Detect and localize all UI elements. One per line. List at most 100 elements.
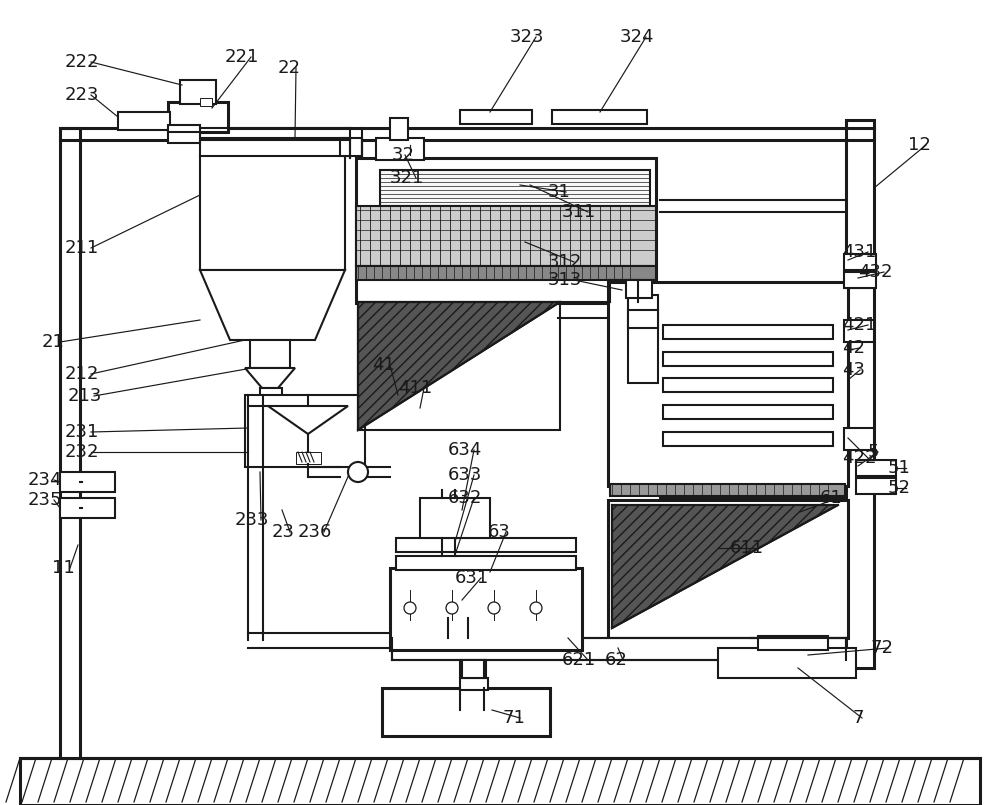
Polygon shape <box>612 505 838 628</box>
Bar <box>490 618 508 630</box>
Text: 43: 43 <box>842 361 865 379</box>
Bar <box>718 648 856 678</box>
Bar <box>376 138 424 160</box>
Text: 21: 21 <box>42 333 65 351</box>
Circle shape <box>446 602 458 614</box>
Text: 236: 236 <box>298 523 332 541</box>
Text: 221: 221 <box>225 48 259 66</box>
Bar <box>758 636 828 650</box>
Polygon shape <box>268 406 348 434</box>
Text: 324: 324 <box>620 28 654 46</box>
Polygon shape <box>358 302 560 430</box>
Bar <box>390 568 582 650</box>
Text: 432: 432 <box>858 263 893 281</box>
Text: 312: 312 <box>548 253 582 271</box>
Bar <box>200 98 212 106</box>
Bar <box>168 125 200 143</box>
Text: 71: 71 <box>502 709 525 727</box>
Circle shape <box>530 602 542 614</box>
Text: 632: 632 <box>448 489 482 507</box>
Text: 222: 222 <box>65 53 100 71</box>
Polygon shape <box>200 270 345 340</box>
Bar <box>628 295 658 383</box>
Bar <box>663 432 833 446</box>
Text: 411: 411 <box>398 379 432 397</box>
Bar <box>610 484 845 496</box>
Text: 22: 22 <box>278 59 301 77</box>
Bar <box>460 110 532 124</box>
Text: 32: 32 <box>392 146 415 164</box>
Text: 223: 223 <box>65 86 100 104</box>
Bar <box>380 170 650 206</box>
Bar <box>663 325 833 339</box>
Bar <box>856 478 896 494</box>
Bar <box>382 688 550 736</box>
Bar <box>663 352 833 366</box>
Bar <box>60 498 115 518</box>
Text: 634: 634 <box>448 441 482 459</box>
Bar <box>460 678 488 690</box>
Text: 633: 633 <box>448 466 482 484</box>
Text: 232: 232 <box>65 443 100 461</box>
Bar <box>844 428 874 450</box>
Text: 51: 51 <box>888 459 911 477</box>
Bar <box>390 118 408 140</box>
Bar <box>844 320 874 342</box>
Bar <box>396 556 576 570</box>
Polygon shape <box>245 368 295 388</box>
Bar <box>168 102 228 132</box>
Bar <box>844 272 876 288</box>
Bar <box>610 280 640 352</box>
Bar <box>200 155 345 270</box>
Text: 234: 234 <box>28 471 62 489</box>
Text: 235: 235 <box>28 491 62 509</box>
Bar <box>608 282 848 486</box>
Text: 31: 31 <box>548 183 571 201</box>
Bar <box>485 628 513 640</box>
Text: 422: 422 <box>842 449 876 467</box>
Text: 62: 62 <box>605 651 628 669</box>
Bar <box>356 206 656 266</box>
Bar <box>250 340 290 368</box>
Text: 233: 233 <box>235 511 270 529</box>
Text: 421: 421 <box>842 316 876 334</box>
Circle shape <box>404 602 416 614</box>
Bar <box>462 660 486 678</box>
Text: 631: 631 <box>455 569 489 587</box>
Bar <box>856 460 896 476</box>
Bar <box>20 758 980 805</box>
Bar <box>552 110 647 124</box>
Bar <box>296 452 321 464</box>
Text: 311: 311 <box>562 203 596 221</box>
Bar <box>420 498 490 538</box>
Bar <box>663 405 833 419</box>
Text: 42: 42 <box>842 339 865 357</box>
Bar <box>663 378 833 392</box>
Text: 213: 213 <box>68 387 102 405</box>
Bar <box>60 472 115 492</box>
Bar <box>358 302 560 430</box>
Text: 231: 231 <box>65 423 99 441</box>
Text: 5: 5 <box>868 443 880 461</box>
Text: 211: 211 <box>65 239 99 257</box>
Circle shape <box>488 602 500 614</box>
Bar <box>628 310 658 328</box>
Bar <box>356 266 656 280</box>
Bar <box>180 80 216 104</box>
Text: 52: 52 <box>888 479 911 497</box>
Bar <box>200 138 350 156</box>
Bar <box>60 128 80 758</box>
Text: 41: 41 <box>372 356 395 374</box>
Text: 611: 611 <box>730 539 764 557</box>
Bar <box>608 500 848 638</box>
Bar <box>340 138 362 156</box>
Text: 321: 321 <box>390 169 424 187</box>
Bar <box>356 158 656 303</box>
Text: 7: 7 <box>852 709 864 727</box>
Text: 323: 323 <box>510 28 544 46</box>
Bar <box>245 395 365 467</box>
Bar <box>118 112 170 130</box>
Bar <box>844 254 876 270</box>
Bar <box>846 120 874 668</box>
Circle shape <box>348 462 368 482</box>
